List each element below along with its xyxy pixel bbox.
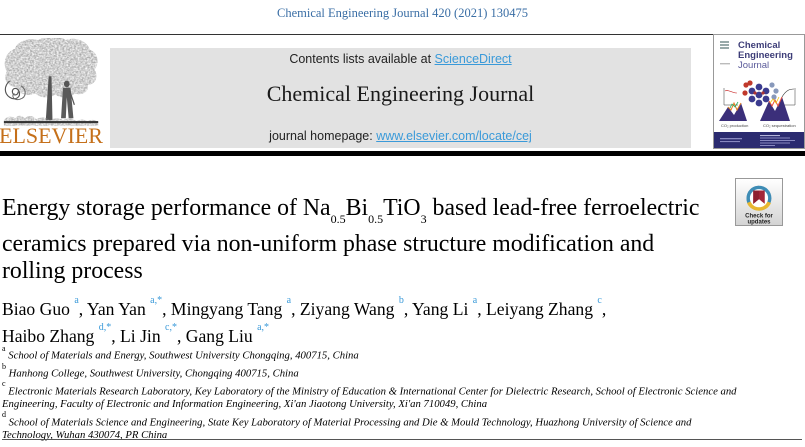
svg-text:updates: updates bbox=[747, 220, 771, 225]
svg-text:Journal: Journal bbox=[738, 60, 769, 71]
svg-text:CO₂ sequestration: CO₂ sequestration bbox=[763, 123, 796, 128]
svg-text:Check for: Check for bbox=[745, 213, 773, 219]
svg-text:CO₂ production: CO₂ production bbox=[721, 123, 748, 128]
